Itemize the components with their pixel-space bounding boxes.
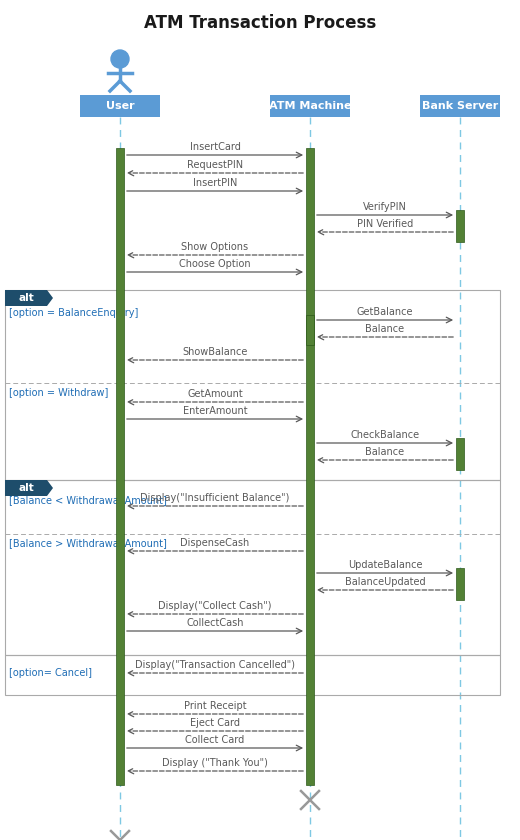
Bar [5,480,47,496]
Bar [5,655,500,695]
Bar [306,315,314,345]
Text: BalanceUpdated: BalanceUpdated [345,577,425,587]
Text: CheckBalance: CheckBalance [350,430,420,440]
Text: ATM Machine: ATM Machine [269,101,351,111]
Text: UpdateBalance: UpdateBalance [348,560,422,570]
Text: Show Options: Show Options [181,242,249,252]
Circle shape [111,50,129,68]
Text: User: User [106,101,134,111]
Text: Balance: Balance [366,324,405,334]
Bar [456,568,464,600]
Bar [270,95,350,117]
Bar [456,210,464,242]
Text: GetBalance: GetBalance [357,307,413,317]
Text: Choose Option: Choose Option [179,259,251,269]
Text: Display("Insufficient Balance"): Display("Insufficient Balance") [140,493,290,503]
Bar [456,438,464,470]
Text: VerifyPIN: VerifyPIN [363,202,407,212]
Text: Display("Transaction Cancelled"): Display("Transaction Cancelled") [135,660,295,670]
Text: InsertCard: InsertCard [190,142,240,152]
Text: CollectCash: CollectCash [186,618,244,628]
Bar [116,148,124,785]
Bar [80,95,160,117]
Bar [306,148,314,785]
Text: Display("Collect Cash"): Display("Collect Cash") [158,601,272,611]
Text: [option = BalanceEnquiry]: [option = BalanceEnquiry] [9,308,138,318]
Bar [5,290,47,306]
Text: Collect Card: Collect Card [185,735,244,745]
Text: Eject Card: Eject Card [190,718,240,728]
Text: DispenseCash: DispenseCash [180,538,250,548]
Text: EnterAmount: EnterAmount [183,406,248,416]
Polygon shape [5,290,53,306]
Text: [option= Cancel]: [option= Cancel] [9,668,92,678]
Text: Print Receipt: Print Receipt [184,701,246,711]
Text: [Balance < Withdrawal Amount]: [Balance < Withdrawal Amount] [9,495,167,505]
Text: RequestPIN: RequestPIN [187,160,243,170]
Text: [Balance > Withdrawal Amount]: [Balance > Withdrawal Amount] [9,538,167,548]
Text: ShowBalance: ShowBalance [183,347,248,357]
Bar [5,480,500,655]
Text: GetAmount: GetAmount [187,389,243,399]
Text: [option = Withdraw]: [option = Withdraw] [9,388,108,398]
Bar [5,290,500,480]
Text: alt: alt [18,293,34,303]
Text: Balance: Balance [366,447,405,457]
Bar [420,95,500,117]
Text: alt: alt [18,483,34,493]
Polygon shape [5,480,53,496]
Text: ATM Transaction Process: ATM Transaction Process [144,14,376,32]
Text: Bank Server: Bank Server [422,101,498,111]
Text: PIN Verified: PIN Verified [357,219,413,229]
Text: InsertPIN: InsertPIN [193,178,237,188]
Text: Display ("Thank You"): Display ("Thank You") [162,758,268,768]
